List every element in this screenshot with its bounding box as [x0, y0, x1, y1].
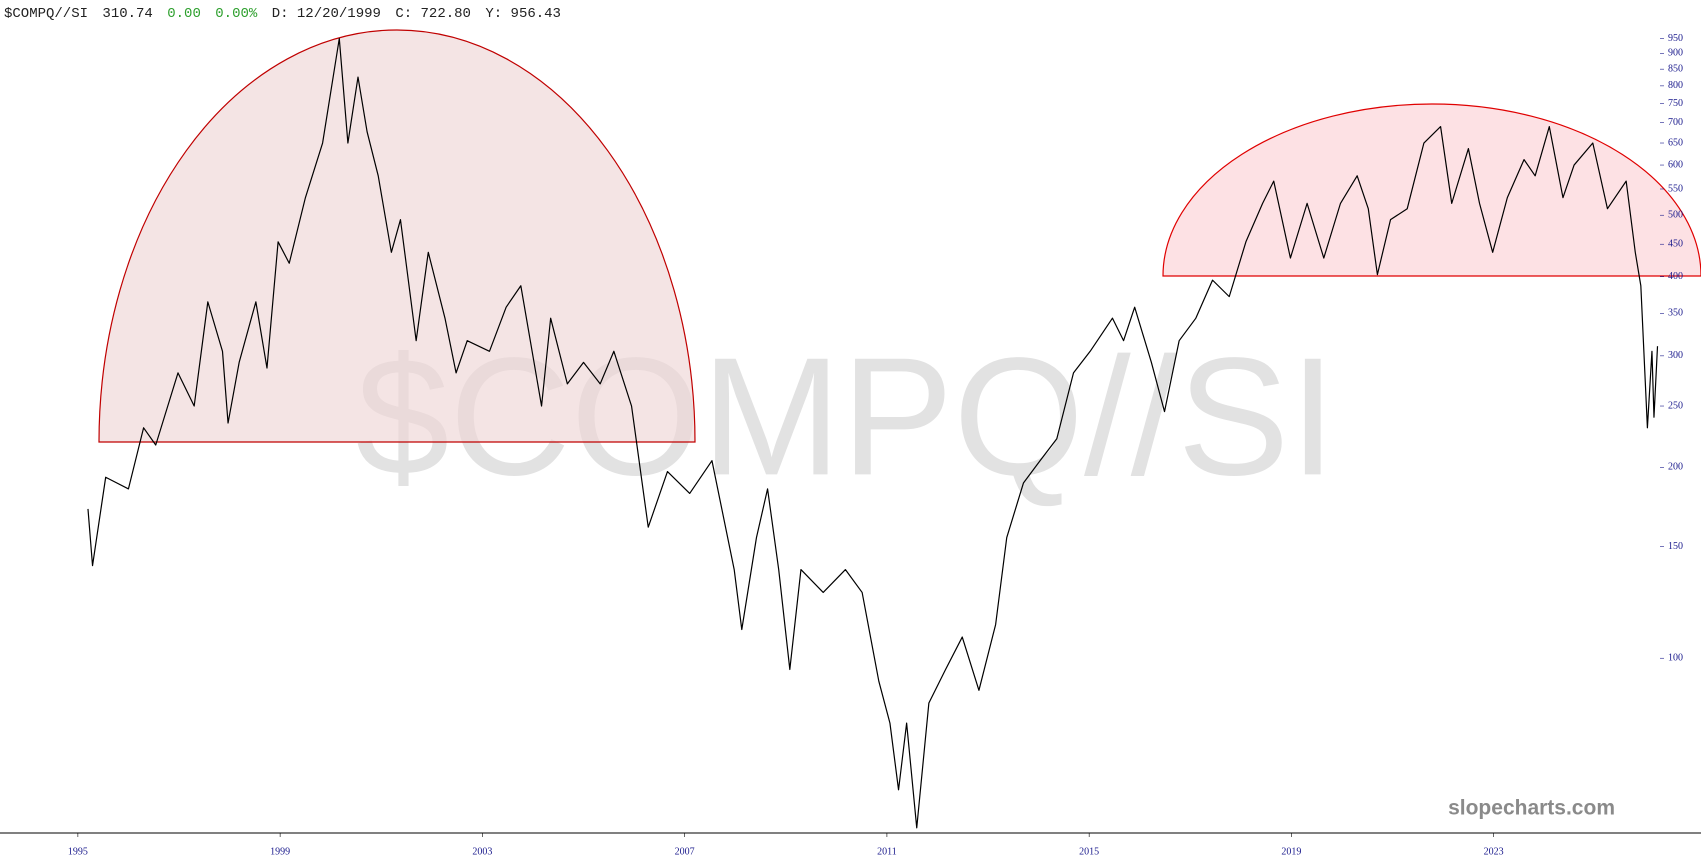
y-tick-label: 350 — [1668, 308, 1683, 319]
header-symbol: $COMPQ//SI — [4, 6, 88, 22]
header-change-pct: 0.00% — [215, 6, 258, 22]
header-change: 0.00 — [167, 6, 201, 22]
price-line — [87, 37, 1659, 829]
header: $COMPQ//SI 310.74 0.00 0.00% D: 12/20/19… — [4, 6, 561, 22]
x-tick-label: 2023 — [1484, 846, 1504, 857]
axes: 100 150 200 250 300 350 400 450 500 550 600 650 700 7… — [68, 33, 1683, 857]
y-tick-label: 450 — [1668, 239, 1683, 250]
y-tick-label: 300 — [1668, 350, 1683, 361]
y-tick-label: 950 — [1668, 33, 1683, 44]
header-close: C: 722.80 — [395, 6, 471, 22]
y-tick-label: 250 — [1668, 400, 1683, 411]
y-tick-label: 650 — [1668, 137, 1683, 148]
header-date: D: 12/20/1999 — [272, 6, 381, 22]
y-tick-label: 550 — [1668, 183, 1683, 194]
x-tick-label: 2003 — [472, 846, 492, 857]
header-last: 310.74 — [102, 6, 152, 22]
rounded-top-left — [98, 29, 696, 443]
x-tick-label: 2011 — [877, 846, 897, 857]
y-tick-label: 750 — [1668, 98, 1683, 109]
y-tick-label: 600 — [1668, 159, 1683, 170]
y-tick-label: 100 — [1668, 653, 1683, 664]
y-tick-label: 200 — [1668, 462, 1683, 473]
y-tick-label: 900 — [1668, 48, 1683, 59]
y-tick-label: 700 — [1668, 117, 1683, 128]
header-high: Y: 956.43 — [485, 6, 561, 22]
x-tick-label: 2019 — [1281, 846, 1301, 857]
y-tick-label: 850 — [1668, 63, 1683, 74]
brand: slopecharts.com — [1448, 797, 1615, 820]
y-tick-label: 400 — [1668, 271, 1683, 282]
x-tick-label: 1995 — [68, 846, 88, 857]
x-tick-label: 2007 — [675, 846, 695, 857]
plot — [87, 37, 1659, 829]
x-tick-label: 2015 — [1079, 846, 1099, 857]
y-tick-label: 800 — [1668, 80, 1683, 91]
y-tick-label: 150 — [1668, 541, 1683, 552]
x-tick-label: 1999 — [270, 846, 290, 857]
y-tick-label: 500 — [1668, 210, 1683, 221]
